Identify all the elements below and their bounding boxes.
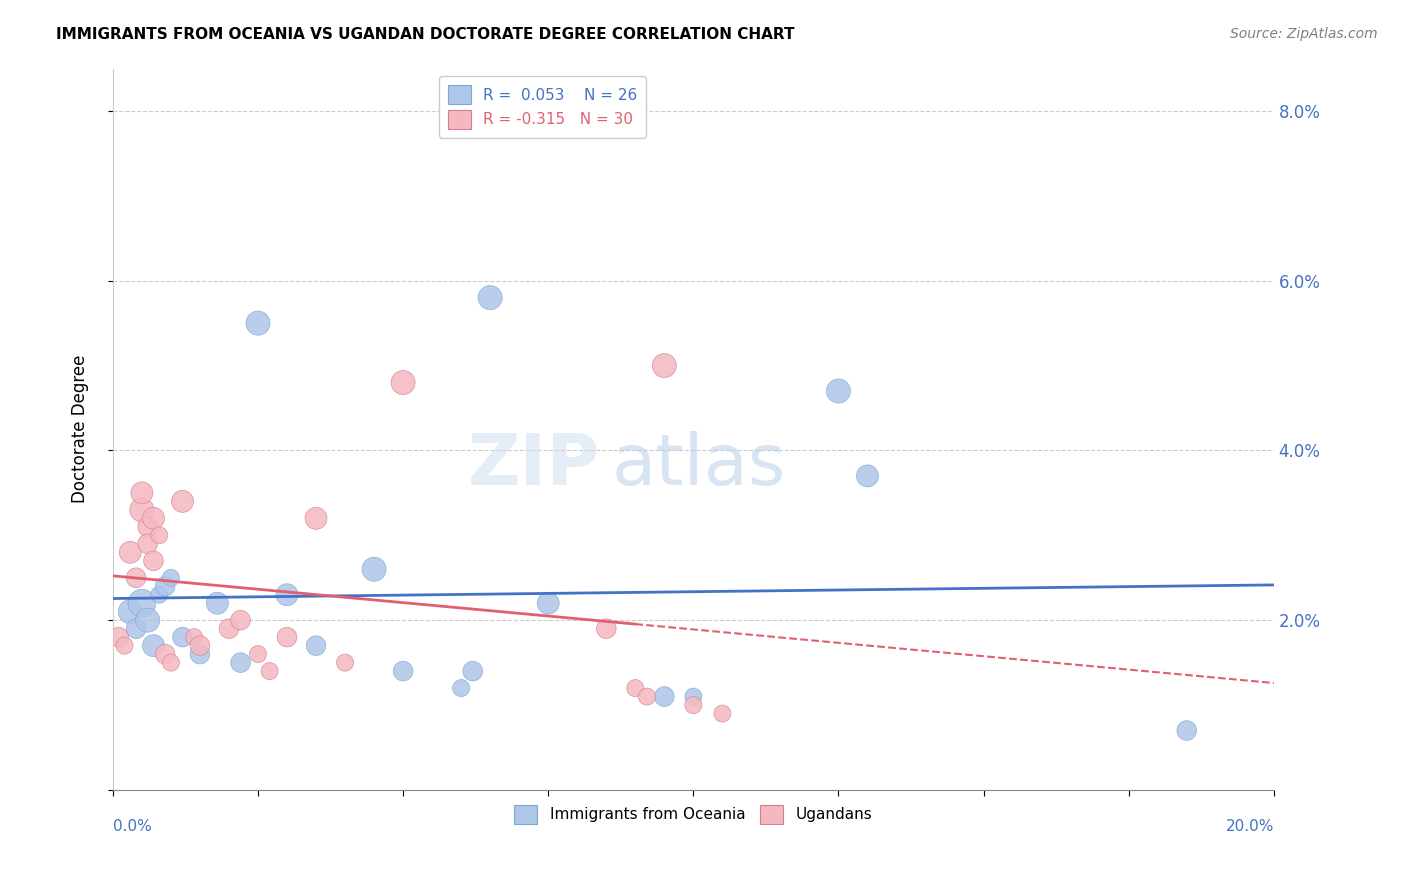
Point [276, 588, 298, 602]
Point [461, 664, 484, 678]
Point [153, 579, 176, 593]
Point [218, 622, 240, 636]
Point [636, 690, 658, 704]
Point [537, 596, 560, 610]
Point [682, 690, 704, 704]
Point [276, 630, 298, 644]
Point [246, 647, 269, 661]
Point [172, 494, 194, 508]
Point [1175, 723, 1198, 738]
Point [153, 647, 176, 661]
Point [305, 511, 328, 525]
Point [682, 698, 704, 712]
Point [131, 503, 153, 517]
Point [652, 690, 675, 704]
Point [136, 537, 159, 551]
Point [183, 630, 205, 644]
Point [136, 520, 159, 534]
Point [120, 545, 142, 559]
Point [188, 639, 211, 653]
Point [392, 664, 415, 678]
Point [856, 469, 879, 483]
Point [392, 376, 415, 390]
Text: 20.0%: 20.0% [1226, 819, 1274, 834]
Point [125, 571, 148, 585]
Point [246, 316, 269, 330]
Point [131, 596, 153, 610]
Point [479, 291, 502, 305]
Point [172, 630, 194, 644]
Point [125, 622, 148, 636]
Point [160, 571, 183, 585]
Point [229, 656, 252, 670]
Text: IMMIGRANTS FROM OCEANIA VS UGANDAN DOCTORATE DEGREE CORRELATION CHART: IMMIGRANTS FROM OCEANIA VS UGANDAN DOCTO… [56, 27, 794, 42]
Point [652, 359, 675, 373]
Point [148, 528, 170, 542]
Point [142, 639, 165, 653]
Point [711, 706, 734, 721]
Point [595, 622, 617, 636]
Point [136, 613, 159, 627]
Point [259, 664, 281, 678]
Point [120, 605, 142, 619]
Point [131, 486, 153, 500]
Point [188, 647, 211, 661]
Point [148, 588, 170, 602]
Point [229, 613, 252, 627]
Point [107, 630, 129, 644]
Point [450, 681, 472, 695]
Point [333, 656, 356, 670]
Point [114, 639, 136, 653]
Text: atlas: atlas [612, 431, 786, 500]
Point [142, 511, 165, 525]
Point [160, 656, 183, 670]
Point [207, 596, 229, 610]
Text: 0.0%: 0.0% [112, 819, 152, 834]
Point [624, 681, 647, 695]
Text: Source: ZipAtlas.com: Source: ZipAtlas.com [1230, 27, 1378, 41]
Legend: Immigrants from Oceania, Ugandans: Immigrants from Oceania, Ugandans [505, 796, 882, 833]
Point [142, 554, 165, 568]
Point [305, 639, 328, 653]
Point [363, 562, 385, 576]
Y-axis label: Doctorate Degree: Doctorate Degree [72, 355, 89, 503]
Point [827, 384, 849, 398]
Text: ZIP: ZIP [468, 431, 600, 500]
